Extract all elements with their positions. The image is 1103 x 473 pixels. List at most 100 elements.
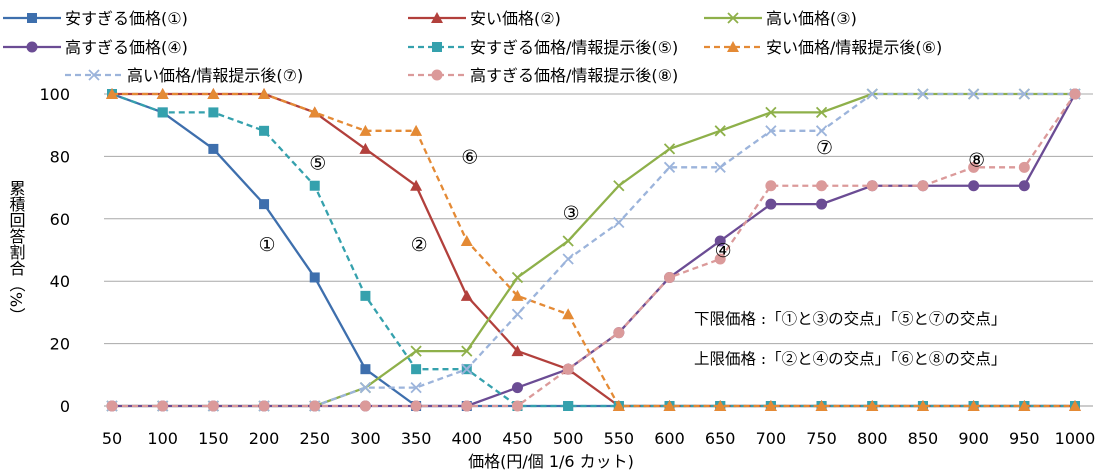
data-point [665,144,675,154]
legend-label: 高すぎる価格(④) [65,38,188,57]
data-point [614,181,624,191]
legend-item-8: 高すぎる価格/情報提示後(⑧) [408,66,678,85]
data-point [259,401,270,412]
annotations: ① ② ③ ④ ⑤ ⑥ ⑦ ⑧ [259,137,986,262]
curve-annotation: ③ [563,203,580,225]
data-point [512,401,523,412]
data-point [360,364,370,374]
data-point [158,107,168,117]
legend-label: 高い価格(③) [766,9,857,28]
data-point [512,309,522,319]
data-point [360,291,370,301]
legend-item-7: 高い価格/情報提示後(⑦) [65,66,303,85]
legend-marker [432,42,442,52]
note-upper-price: 上限価格 :「②と④の交点」「⑥と⑧の交点」 [694,350,1006,368]
data-point [259,199,269,209]
legend-label: 安い価格/情報提示後(⑥) [766,38,942,57]
data-point [816,199,827,210]
x-tick-label: 1000 [1055,429,1096,448]
y-axis-label: 累積回答割合（%） [7,180,26,323]
data-point [563,254,573,264]
legend-label: 安すぎる価格(①) [65,9,188,28]
data-point [867,180,878,191]
legend-label: 高い価格/情報提示後(⑦) [127,66,303,85]
data-point [411,401,422,412]
data-point [817,126,827,136]
data-point [1070,89,1081,100]
curve-annotation: ① [259,234,276,256]
x-tick-label: 300 [350,429,381,448]
data-point [765,199,776,210]
data-point [259,126,269,136]
data-point [563,364,574,375]
data-point [968,180,979,191]
x-tick-label: 50 [102,429,122,448]
x-tick-label: 250 [299,429,330,448]
legend-item-4: 高すぎる価格(④) [3,38,188,57]
x-tick-label: 950 [1009,429,1040,448]
x-tick-label: 500 [553,429,584,448]
data-point [1019,162,1030,173]
legend-item-3: 高い価格(③) [704,9,857,28]
data-point [1019,180,1030,191]
legend-label: 安い価格(②) [470,9,561,28]
y-tick-label: 80 [50,147,70,166]
data-point [107,401,118,412]
y-axis-ticks: 0 20 40 60 80 100 [39,85,70,416]
data-point [461,235,473,246]
legend-label: 安すぎる価格/情報提示後(⑤) [470,38,678,57]
data-point [411,364,421,374]
curve-annotation: ⑧ [968,150,985,172]
data-point [360,401,371,412]
data-point [461,401,472,412]
x-tick-label: 800 [857,429,888,448]
legend-item-5: 安すぎる価格/情報提示後(⑤) [408,38,678,57]
curve-annotation: ② [411,234,428,256]
x-axis-ticks: 50 100 150 200 250 300 350 400 450 500 550 600 650 70… [102,429,1096,448]
legend-item-2: 安い価格(②) [408,9,561,28]
data-point [461,290,473,301]
y-tick-label: 20 [50,335,70,354]
legend: 安すぎる価格(①) 安い価格(②) 高い価格(③) 高すぎる価格(④) 安すぎる価格/情… [3,9,942,85]
data-point [613,327,624,338]
data-point [208,107,218,117]
data-point [157,401,168,412]
x-tick-label: 350 [401,429,432,448]
data-point [410,125,422,136]
x-tick-label: 400 [452,429,483,448]
curve-annotation: ⑥ [461,146,478,168]
y-tick-label: 100 [39,85,70,104]
curve-annotation: ⑦ [816,137,833,159]
note-lower-price: 下限価格 :「①と③の交点」「⑤と⑦の交点」 [694,310,1006,328]
data-point [512,382,523,393]
data-point [208,401,219,412]
y-tick-label: 40 [50,272,70,291]
data-point [715,126,725,136]
data-point [563,236,573,246]
data-point [310,181,320,191]
x-tick-label: 150 [198,429,229,448]
legend-item-6: 安い価格/情報提示後(⑥) [704,38,942,57]
legend-marker [27,13,37,23]
legend-item-1: 安すぎる価格(①) [3,9,188,28]
y-tick-label: 60 [50,210,70,229]
x-tick-label: 100 [147,429,178,448]
data-point [562,308,574,319]
y-tick-label: 0 [60,397,70,416]
x-tick-label: 600 [654,429,685,448]
legend-label: 高すぎる価格/情報提示後(⑧) [470,66,678,85]
data-point [563,401,573,411]
data-point [765,180,776,191]
curve-annotation: ⑤ [309,153,326,175]
curve-annotation: ④ [715,240,732,262]
data-point [310,272,320,282]
x-tick-label: 700 [756,429,787,448]
x-tick-label: 650 [705,429,736,448]
x-tick-label: 900 [958,429,989,448]
data-point [816,180,827,191]
x-tick-label: 550 [604,429,635,448]
x-tick-label: 450 [502,429,533,448]
legend-marker [432,70,443,81]
x-axis-label: 価格(円/個 1/6 カット) [468,452,634,471]
